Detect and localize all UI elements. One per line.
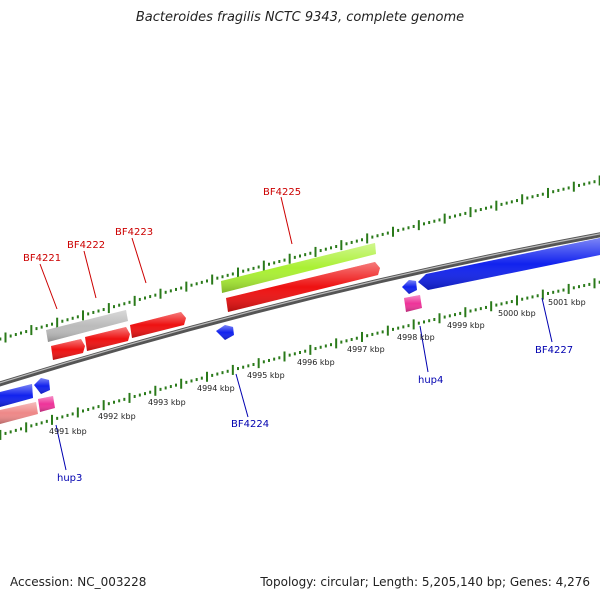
- accession-text: Accession: NC_003228: [10, 575, 147, 589]
- kbp-label: 4992 kbp: [98, 412, 136, 421]
- gene-hup3-blue[interactable]: [34, 378, 50, 394]
- gene-BF4223[interactable]: [130, 312, 186, 338]
- label-BF4222: BF4222: [67, 240, 105, 251]
- scale-ticks-inner: [0, 278, 600, 440]
- label-BF4223: BF4223: [115, 227, 153, 238]
- map-title: Bacteroides fragilis NCTC 9343, complete…: [135, 10, 465, 25]
- label-hup4: hup4: [418, 375, 443, 386]
- genome-backbone: [0, 232, 600, 387]
- label-BF4227: BF4227: [535, 345, 573, 356]
- gene-BF4225-red[interactable]: [226, 262, 380, 312]
- kbp-label: 4996 kbp: [297, 358, 335, 367]
- top-leaders: [39, 196, 293, 310]
- label-BF4221: BF4221: [23, 253, 61, 264]
- gene-hup4-blue[interactable]: [402, 280, 417, 294]
- label-BF4224: BF4224: [231, 419, 269, 430]
- label-BF4225: BF4225: [263, 187, 301, 198]
- genome-summary-text: Topology: circular; Length: 5,205,140 bp…: [260, 575, 590, 589]
- kbp-label: 4994 kbp: [197, 384, 235, 393]
- gene-BF4222[interactable]: [85, 327, 130, 351]
- gene-hup4[interactable]: [404, 295, 422, 312]
- kbp-label: 4991 kbp: [49, 427, 87, 436]
- kbp-label: 4993 kbp: [148, 398, 186, 407]
- gene-BF4224[interactable]: [216, 325, 234, 340]
- gene-hup3[interactable]: [38, 396, 55, 412]
- kbp-label: 4999 kbp: [447, 321, 485, 330]
- kbp-label: 4995 kbp: [247, 371, 285, 380]
- gene-BF4225[interactable]: [221, 243, 376, 293]
- kbp-label: 4998 kbp: [397, 333, 435, 342]
- label-hup3: hup3: [57, 473, 82, 484]
- gene-BF4221-grey[interactable]: [46, 310, 128, 342]
- kbp-label: 5001 kbp: [548, 298, 586, 307]
- gene-BF4227[interactable]: [418, 238, 600, 290]
- gene-BF4221[interactable]: [51, 339, 85, 360]
- kbp-label: 5000 kbp: [498, 309, 536, 318]
- kbp-label: 4997 kbp: [347, 345, 385, 354]
- gene-left-salmon[interactable]: [0, 402, 38, 424]
- bottom-leaders: [55, 297, 553, 471]
- gene-left-blue[interactable]: [0, 384, 33, 407]
